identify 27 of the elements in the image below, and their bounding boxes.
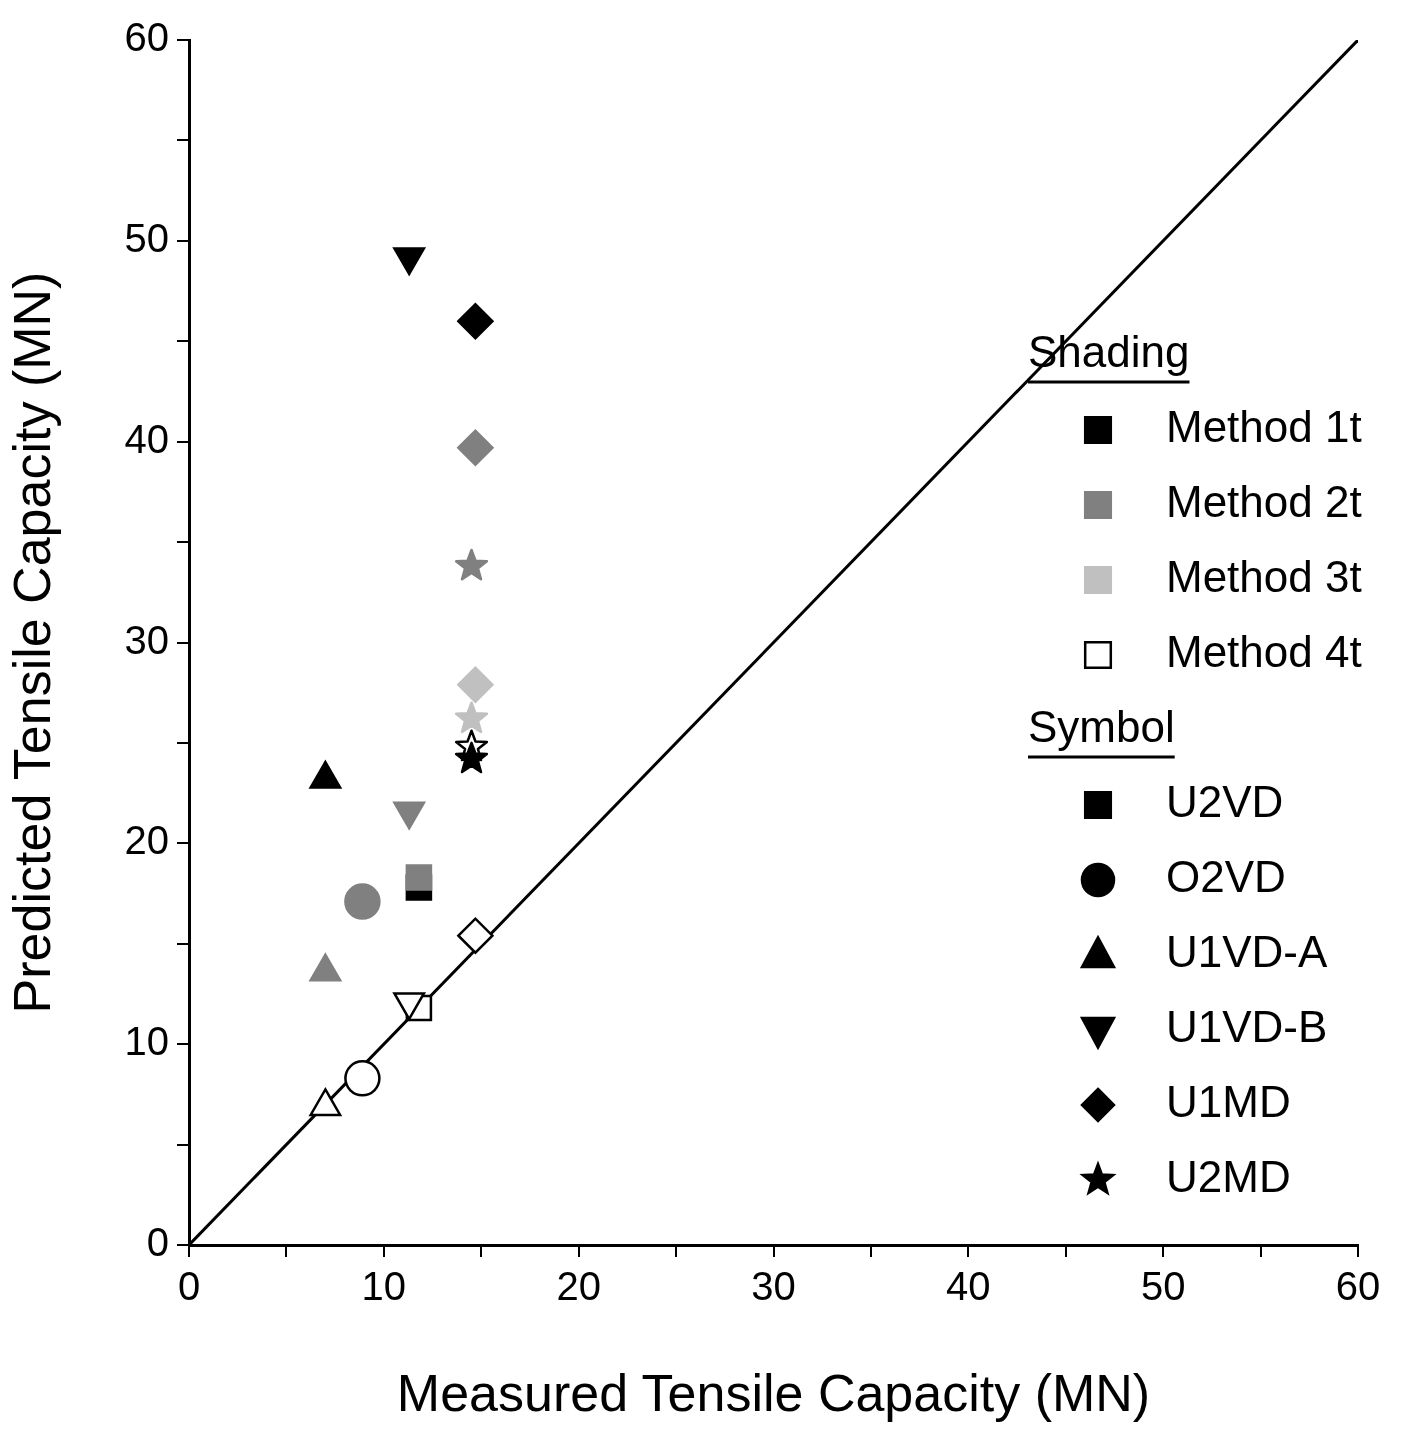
legend-label: U1VD-B xyxy=(1166,1002,1328,1052)
legend-label: U1VD-A xyxy=(1166,927,1329,977)
x-tick-label: 40 xyxy=(946,1264,991,1309)
x-tick-label: 60 xyxy=(1335,1264,1381,1309)
x-tick-label: 10 xyxy=(361,1264,407,1309)
legend-label: Method 4t xyxy=(1166,627,1362,677)
text: Symbol xyxy=(1028,702,1175,752)
y-tick-label: 0 xyxy=(146,1220,169,1265)
x-tick-label: 50 xyxy=(1140,1264,1186,1309)
y-tick-label: 20 xyxy=(124,818,169,863)
y-tick-label: 60 xyxy=(124,15,169,60)
x-tick-label: 20 xyxy=(556,1264,601,1309)
legend-label: U2MD xyxy=(1166,1152,1291,1202)
y-tick-label: 50 xyxy=(124,215,169,260)
legend-label: Method 1t xyxy=(1166,402,1362,452)
y-tick-label: 30 xyxy=(124,617,169,662)
y-tick-label: 40 xyxy=(124,416,169,461)
legend-label: O2VD xyxy=(1166,852,1286,902)
legend-label: U2VD xyxy=(1166,777,1284,827)
x-tick-label: 30 xyxy=(751,1264,796,1309)
legend-label: U1MD xyxy=(1166,1077,1291,1127)
legend-label: Method 3t xyxy=(1166,552,1362,602)
x-axis-title: Measured Tensile Capacity (MN) xyxy=(396,1364,1151,1423)
y-axis-title: Predicted Tensile Capacity (MN) xyxy=(2,271,61,1014)
y-tick-label: 10 xyxy=(124,1019,169,1064)
legend-label: Method 2t xyxy=(1166,477,1362,527)
x-tick-label: 0 xyxy=(177,1264,201,1309)
